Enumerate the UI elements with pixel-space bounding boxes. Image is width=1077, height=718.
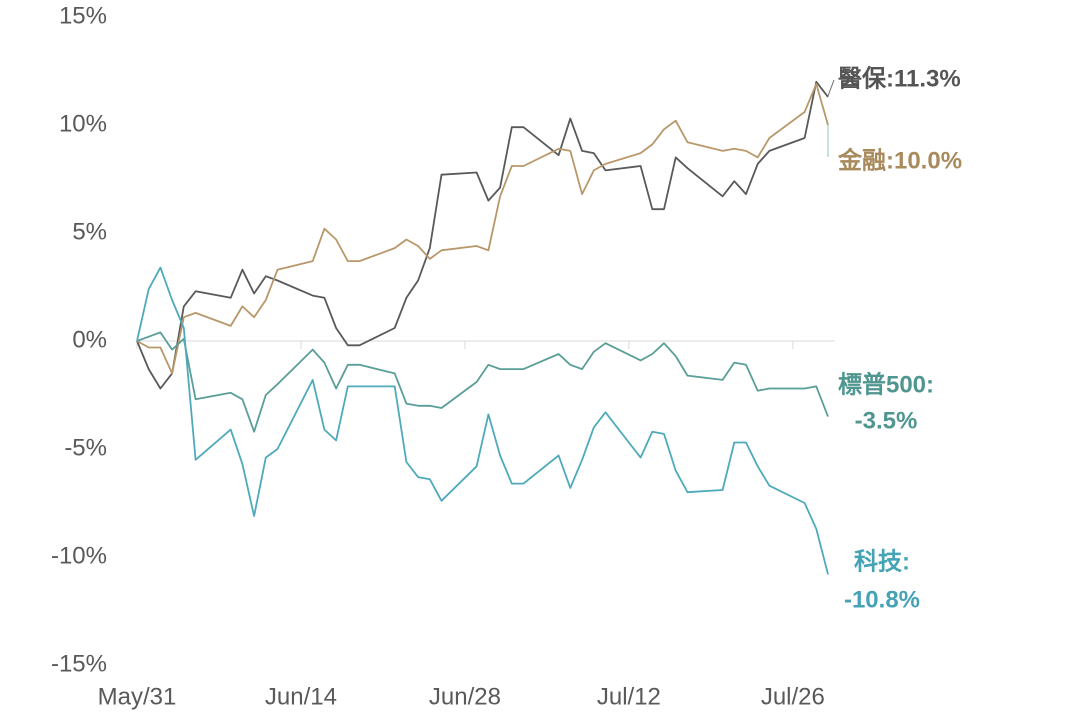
annotation: 醫保:11.3% bbox=[838, 65, 961, 92]
x-tick-label: Jul/26 bbox=[761, 683, 825, 710]
x-tick-label: Jul/12 bbox=[597, 683, 661, 710]
annotation: -10.8% bbox=[844, 586, 920, 613]
x-tick-label: Jun/14 bbox=[265, 683, 337, 710]
annotation: -3.5% bbox=[855, 407, 918, 434]
y-tick-label: -15% bbox=[51, 650, 107, 677]
x-tick-label: Jun/28 bbox=[429, 683, 501, 710]
y-tick-label: 15% bbox=[59, 2, 107, 29]
series-line bbox=[136, 80, 829, 390]
annotation: 金融:10.0% bbox=[837, 146, 962, 174]
y-tick-label: -10% bbox=[51, 542, 107, 569]
series-line bbox=[136, 83, 829, 375]
annotation: 科技: bbox=[854, 548, 910, 575]
y-tick-label: 10% bbox=[59, 110, 107, 137]
series-line bbox=[136, 331, 829, 433]
series-line bbox=[136, 266, 829, 575]
leader-line bbox=[827, 79, 835, 97]
y-tick-label: 0% bbox=[72, 326, 107, 353]
y-tick-label: -5% bbox=[64, 434, 107, 461]
annotation: 標普500: bbox=[838, 370, 934, 398]
x-tick-label: May/31 bbox=[98, 683, 177, 710]
y-tick-label: 5% bbox=[72, 218, 107, 245]
